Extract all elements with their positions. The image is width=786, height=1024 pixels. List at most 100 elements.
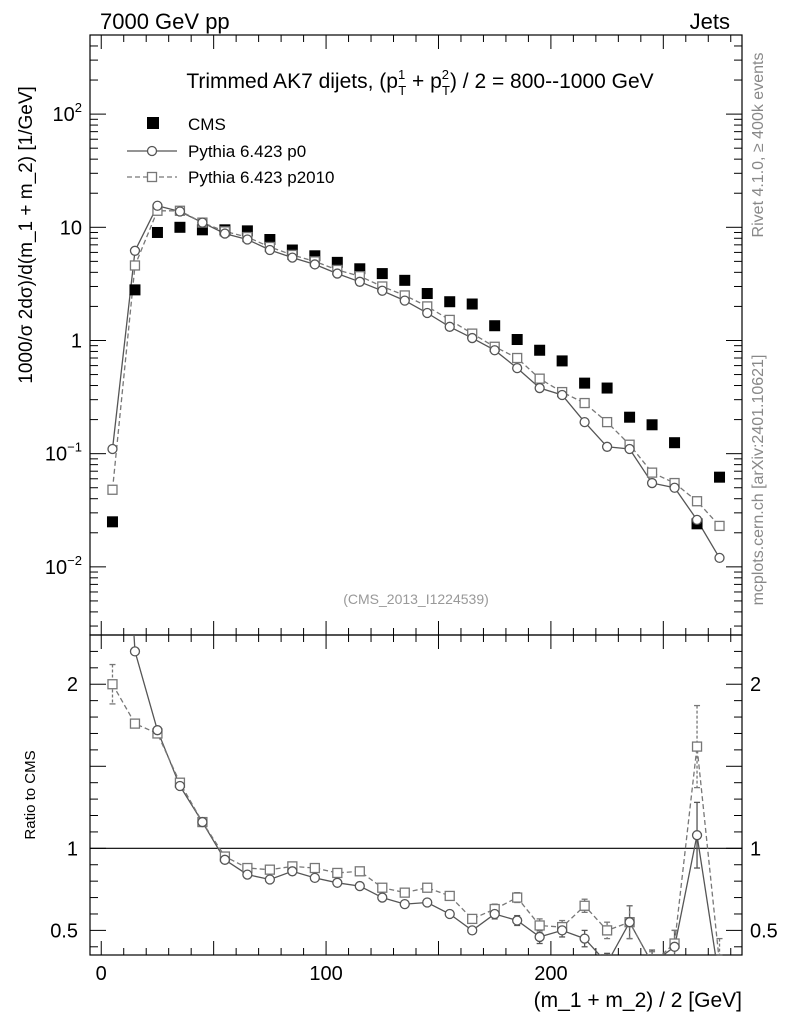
p2010-ratio-point [467,913,478,925]
p0-line-ratio [133,635,717,955]
y-tick-label-base: 10 [45,557,67,579]
p0-point [579,416,590,428]
cms-point [151,226,163,238]
p2010-ratio-point [579,900,590,911]
p2010-ratio-point [512,892,523,903]
p0-point [467,332,478,344]
cms-point [579,377,591,389]
p0-ratio-point [422,897,433,908]
p0-point [399,295,410,306]
y-tick-label-ratio-right: 1 [750,838,761,860]
y-tick-label-ratio-right: 2 [750,674,761,696]
p0-point [309,259,320,270]
x-axis-title: (m_1 + m_2) / 2 [GeV] [534,989,742,1012]
p0-point [242,234,253,245]
p0-ratio-point [332,877,343,888]
p0-ratio-point [534,931,545,943]
y-tick-label-ratio: 0.5 [50,920,78,942]
cms-point [534,344,546,356]
cms-point [714,471,726,483]
p0-point [219,228,231,239]
y-tick-label-main: 10 [60,217,82,239]
p0-line-main [111,205,721,559]
p0-point [332,268,343,279]
cms-point [466,298,478,310]
p0-point [512,362,523,374]
p2010-ratio-point [332,867,343,879]
p2010-ratio-point [377,882,388,893]
p0-ratio-point [264,874,276,885]
p0-ratio-point [579,933,590,944]
p0-point [174,206,186,217]
p0-ratio-point [219,854,231,865]
p0-point [489,345,500,356]
p2010-point [512,352,523,364]
cms-point [601,382,613,394]
y-tick-label-main: 1 [71,330,82,352]
chart-title: Trimmed AK7 dijets, (p1 T + p2 T) / 2 = 80… [186,67,653,98]
p0-point [714,552,725,564]
process-label: Jets [690,9,730,34]
cms-point [646,419,658,431]
p2010-point [601,416,613,428]
p2010-line-ratio [111,683,720,955]
p0-ratio-point [354,880,365,892]
y-tick-label-main: 102 [53,100,82,126]
p0-ratio-point [174,780,186,792]
p2010-point [129,260,141,271]
cms-point [331,256,343,268]
cms-point [489,320,501,332]
y-tick-label-main: 10−2 [45,553,82,579]
p0-ratio-point [399,898,410,910]
cms-point [106,516,118,528]
p0-point [646,477,658,489]
legend-label-p0: Pythia 6.423 p0 [188,142,306,161]
y-axis-title-main: 1000/σ 2dσ)/d(m_1 + m_2) [1/GeV] [16,86,37,384]
p0-point [624,443,635,455]
title-sup-1: 1 [398,67,405,82]
p2010-ratio-point [129,718,141,729]
p0-ratio-point [309,872,320,884]
title-sup-2: 2 [442,67,449,82]
p2010-ratio-point [534,920,545,931]
title-part-2: + p [406,70,442,93]
p0-point [107,443,118,455]
energy-label: 7000 GeV pp [100,9,230,34]
p2010-point [107,484,118,495]
cms-point [376,268,388,280]
p2010-point [691,496,703,507]
p0-ratio-point [444,908,455,920]
p2010-point [579,397,590,409]
cms-point [624,411,636,423]
cms-point [669,437,681,449]
p2010-point [646,467,658,478]
p0-ratio-point [242,869,253,880]
p0-ratio-point [152,725,163,736]
legend-label-cms: CMS [188,115,226,134]
p0-point [264,244,276,256]
y-tick-label-base: 10 [60,217,82,239]
p2010-ratio-point [691,741,703,752]
cms-point [399,274,411,286]
legend-marker-p2010 [146,171,158,183]
p0-ratio-point [489,908,500,920]
y-tick-label-exp: 2 [75,100,82,115]
ratio-panel [89,634,743,956]
p2010-ratio-point [264,864,276,875]
p2010-line-main [111,210,720,527]
y-axis-title-ratio: Ratio to CMS [22,750,39,839]
series-lines [111,205,721,955]
p0-point [129,245,141,256]
p2010-point [534,373,545,384]
x-tick-label: 100 [309,963,342,985]
p0-point [197,217,208,228]
y-tick-label-base: 10 [45,444,67,466]
p0-point [354,276,365,287]
p0-ratio-point [467,925,478,936]
rivet-label: Rivet 4.1.0, ≥ 400k events [750,53,767,238]
p0-ratio-point [669,941,680,952]
p2010-ratio-point [399,887,410,898]
p0-point [691,514,703,526]
p0-ratio-point [197,816,208,828]
